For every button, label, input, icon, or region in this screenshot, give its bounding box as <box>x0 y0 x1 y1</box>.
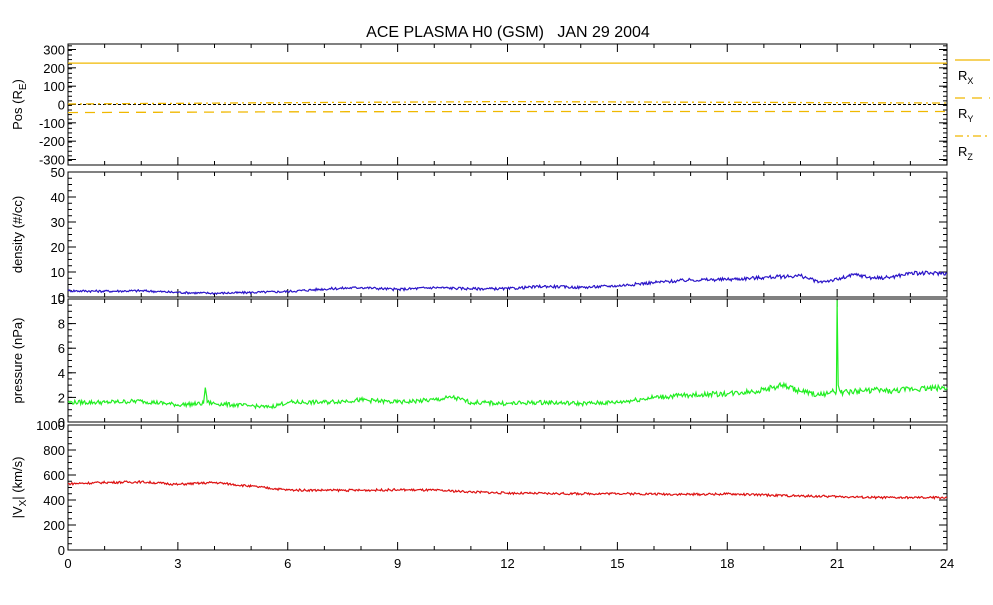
legend-label-Z: RZ <box>958 144 973 162</box>
x-tick-label: 15 <box>610 556 624 571</box>
y-tick-label: 1000 <box>36 418 65 433</box>
x-tick-label: 12 <box>500 556 514 571</box>
series-line-pressure <box>67 300 948 410</box>
y-tick-label: 600 <box>43 468 65 483</box>
y-tick-label: 8 <box>58 317 65 332</box>
y-tick-label: 20 <box>51 240 65 255</box>
y-tick-label: 40 <box>51 190 65 205</box>
y-tick-label: 0 <box>58 290 65 305</box>
y-tick-label: 400 <box>43 493 65 508</box>
series-line-position-Y <box>67 110 947 114</box>
panel-velocity: 1000 800 600 400 200 0 |VX| (km/s) <box>10 418 948 558</box>
y-tick-label: 800 <box>43 443 65 458</box>
y-tick-label: 4 <box>58 366 65 381</box>
x-tick-label: 18 <box>720 556 734 571</box>
chart-title: ACE PLASMA H0 (GSM) JAN 29 2004 <box>366 24 650 41</box>
legend-label-Y: RY <box>958 106 973 124</box>
y-axis-label: density (#/cc) <box>10 196 25 273</box>
series-line-velocity <box>67 480 948 500</box>
series-line-position-Z <box>67 100 947 105</box>
y-tick-label: -300 <box>39 153 65 168</box>
y-tick-label: 0 <box>58 98 65 113</box>
y-tick-label: 300 <box>43 43 65 58</box>
x-tick-label: 9 <box>394 556 401 571</box>
y-tick-label: 200 <box>43 61 65 76</box>
y-tick-label: 10 <box>51 292 65 307</box>
y-tick-label: 100 <box>43 79 65 94</box>
y-tick-label: 30 <box>51 215 65 230</box>
y-tick-label: 10 <box>51 265 65 280</box>
x-tick-label: 0 <box>64 556 71 571</box>
y-tick-label: 0 <box>58 543 65 558</box>
y-axis-label: pressure (nPa) <box>10 318 25 404</box>
panel-position: 300 200 100 0 -100 -200 -300 Pos (RE) RX RY RZ <box>10 43 990 168</box>
y-tick-label: 200 <box>43 518 65 533</box>
y-tick-label: 6 <box>58 341 65 356</box>
y-tick-label: 0 <box>58 415 65 430</box>
y-tick-label: 50 <box>51 165 65 180</box>
series-line-density <box>67 270 948 296</box>
x-tick-label: 24 <box>940 556 954 571</box>
y-axis-label: Pos (RE) <box>10 79 29 130</box>
x-tick-label: 6 <box>284 556 291 571</box>
y-tick-label: 2 <box>58 390 65 405</box>
y-axis-label: |VX| (km/s) <box>10 457 29 519</box>
y-tick-label: -100 <box>39 116 65 131</box>
y-tick-label: -200 <box>39 134 65 149</box>
x-tick-label: 3 <box>174 556 181 571</box>
legend-label-X: RX <box>958 68 973 86</box>
panel-pressure: 10 8 6 4 2 0 pressure (nPa) <box>10 292 948 430</box>
x-tick-label: 21 <box>830 556 844 571</box>
